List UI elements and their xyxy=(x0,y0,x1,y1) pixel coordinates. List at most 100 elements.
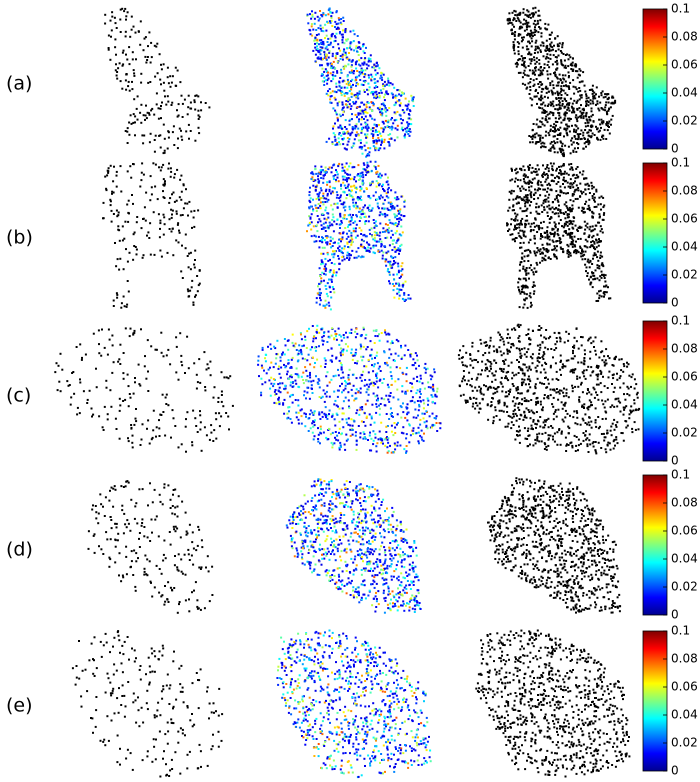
point xyxy=(344,209,347,212)
point xyxy=(315,240,318,243)
point xyxy=(356,116,358,119)
point xyxy=(388,271,391,274)
point xyxy=(546,73,549,76)
point xyxy=(273,345,276,348)
point xyxy=(585,111,588,114)
point xyxy=(318,411,321,414)
point xyxy=(210,431,213,434)
point xyxy=(318,413,321,416)
point xyxy=(129,114,132,117)
point xyxy=(342,66,345,69)
point xyxy=(158,435,161,437)
point xyxy=(297,418,300,421)
point xyxy=(141,162,144,165)
point xyxy=(356,92,359,95)
point xyxy=(408,128,411,131)
point xyxy=(537,83,540,85)
point xyxy=(516,61,518,64)
point xyxy=(376,394,379,397)
point xyxy=(407,130,410,132)
point xyxy=(327,37,330,40)
point xyxy=(572,186,575,189)
point xyxy=(347,177,350,179)
point xyxy=(324,226,327,229)
point xyxy=(545,248,548,250)
point xyxy=(524,277,527,280)
point xyxy=(556,175,559,178)
point xyxy=(551,46,554,49)
point xyxy=(556,151,559,154)
point xyxy=(401,273,404,276)
point xyxy=(320,49,323,52)
point xyxy=(189,101,192,104)
point xyxy=(131,80,133,83)
point xyxy=(554,120,557,123)
point xyxy=(315,197,318,200)
point xyxy=(314,204,317,207)
point xyxy=(399,114,402,117)
point xyxy=(387,386,390,389)
row-label: (a) xyxy=(6,73,32,95)
point xyxy=(515,196,518,199)
point xyxy=(520,55,523,58)
point xyxy=(543,142,546,145)
point xyxy=(330,166,333,169)
point xyxy=(558,107,561,110)
point xyxy=(520,237,523,240)
point xyxy=(268,379,271,382)
point xyxy=(382,183,384,186)
point xyxy=(190,210,193,213)
point xyxy=(375,445,378,448)
point xyxy=(560,247,563,250)
point xyxy=(577,206,580,209)
point xyxy=(585,97,588,100)
point xyxy=(396,292,399,295)
point xyxy=(307,380,310,383)
point xyxy=(387,231,390,234)
point xyxy=(346,257,348,259)
point xyxy=(540,94,543,97)
point xyxy=(574,116,577,119)
point xyxy=(414,361,417,364)
point xyxy=(322,192,325,195)
point xyxy=(324,362,327,365)
point xyxy=(406,107,409,110)
point xyxy=(312,209,315,212)
point xyxy=(341,41,344,44)
point xyxy=(379,172,382,175)
point xyxy=(526,207,529,210)
point xyxy=(127,405,130,408)
point xyxy=(387,191,389,194)
point xyxy=(334,36,337,39)
point xyxy=(314,39,317,42)
point xyxy=(405,451,407,454)
point xyxy=(332,175,335,178)
point xyxy=(324,263,327,266)
point xyxy=(562,251,565,254)
point xyxy=(596,100,599,103)
point xyxy=(343,86,346,89)
point xyxy=(367,74,370,77)
point xyxy=(427,403,429,406)
point xyxy=(591,271,593,274)
point xyxy=(194,417,197,420)
point xyxy=(328,7,331,10)
point xyxy=(530,304,533,307)
point xyxy=(362,355,365,358)
point xyxy=(521,223,523,226)
point xyxy=(567,71,570,74)
point xyxy=(580,226,583,229)
point xyxy=(189,251,192,254)
point xyxy=(327,349,330,352)
point xyxy=(557,212,560,215)
point xyxy=(371,66,374,69)
point xyxy=(154,75,157,78)
point xyxy=(389,82,392,85)
point xyxy=(516,195,519,198)
point xyxy=(342,181,345,184)
point xyxy=(345,421,348,424)
point xyxy=(557,92,559,95)
point xyxy=(562,89,565,92)
point xyxy=(522,178,525,180)
point xyxy=(588,266,591,269)
